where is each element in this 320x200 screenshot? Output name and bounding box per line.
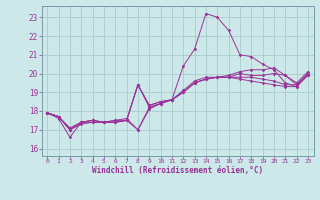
X-axis label: Windchill (Refroidissement éolien,°C): Windchill (Refroidissement éolien,°C) bbox=[92, 166, 263, 175]
